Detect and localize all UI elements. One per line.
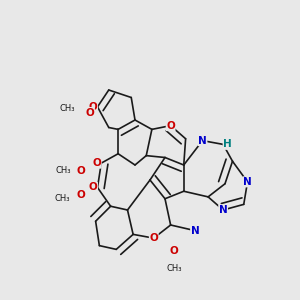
Text: CH₃: CH₃ (54, 194, 70, 203)
Text: O: O (76, 190, 85, 200)
Text: O: O (149, 233, 158, 243)
Text: N: N (219, 205, 227, 215)
Text: O: O (92, 158, 101, 168)
Text: O: O (76, 166, 85, 176)
Text: CH₃: CH₃ (56, 166, 71, 175)
Text: O: O (85, 107, 94, 118)
Text: H: H (223, 140, 232, 149)
Text: CH₃: CH₃ (167, 264, 182, 273)
Text: O: O (89, 182, 98, 193)
Text: O: O (166, 121, 175, 130)
Text: O: O (89, 102, 98, 112)
Text: N: N (243, 177, 252, 187)
Text: N: N (198, 136, 207, 146)
Text: CH₃: CH₃ (60, 104, 75, 113)
Text: N: N (190, 226, 200, 236)
Text: O: O (170, 246, 179, 256)
